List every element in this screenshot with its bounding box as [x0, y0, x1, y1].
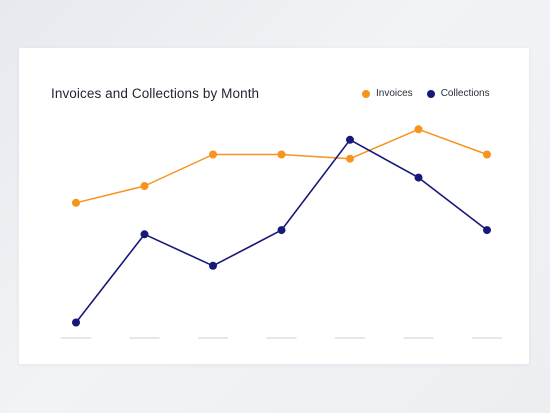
data-point-collections-2[interactable] [209, 261, 217, 270]
x-tick-label-2 [198, 337, 228, 339]
legend-dot-collections [426, 89, 435, 98]
chart-plot-area [61, 125, 502, 339]
data-point-collections-6[interactable] [483, 226, 491, 235]
data-point-invoices-2[interactable] [209, 150, 217, 159]
series-line-invoices [75, 128, 488, 204]
data-point-invoices-0[interactable] [72, 198, 80, 207]
data-point-invoices-3[interactable] [277, 150, 286, 159]
legend-item-invoices: Invoices [362, 88, 413, 99]
x-tick-label-4 [335, 337, 365, 339]
x-tick-label-5 [403, 337, 434, 339]
data-point-invoices-5[interactable] [414, 125, 423, 134]
x-tick-label-6 [472, 337, 502, 339]
x-tick-label-1 [129, 337, 160, 339]
legend-dot-invoices [362, 89, 370, 98]
chart-title: Invoices and Collections by Month [51, 86, 260, 101]
data-point-collections-0[interactable] [72, 318, 80, 327]
chart-legend: Invoices Collections [362, 88, 490, 99]
legend-label-invoices: Invoices [376, 88, 413, 99]
data-point-collections-4[interactable] [346, 135, 354, 144]
data-point-invoices-4[interactable] [346, 154, 354, 163]
chart-card: Invoices and Collections by Month Invoic… [19, 48, 529, 364]
data-point-collections-5[interactable] [414, 173, 423, 182]
legend-item-collections: Collections [426, 88, 490, 99]
x-tick-label-0 [61, 337, 91, 339]
data-point-collections-3[interactable] [277, 226, 286, 235]
legend-label-collections: Collections [440, 88, 490, 99]
data-point-invoices-6[interactable] [483, 150, 491, 159]
data-point-invoices-1[interactable] [140, 182, 149, 190]
data-point-collections-1[interactable] [140, 230, 149, 239]
x-tick-label-3 [266, 337, 297, 339]
